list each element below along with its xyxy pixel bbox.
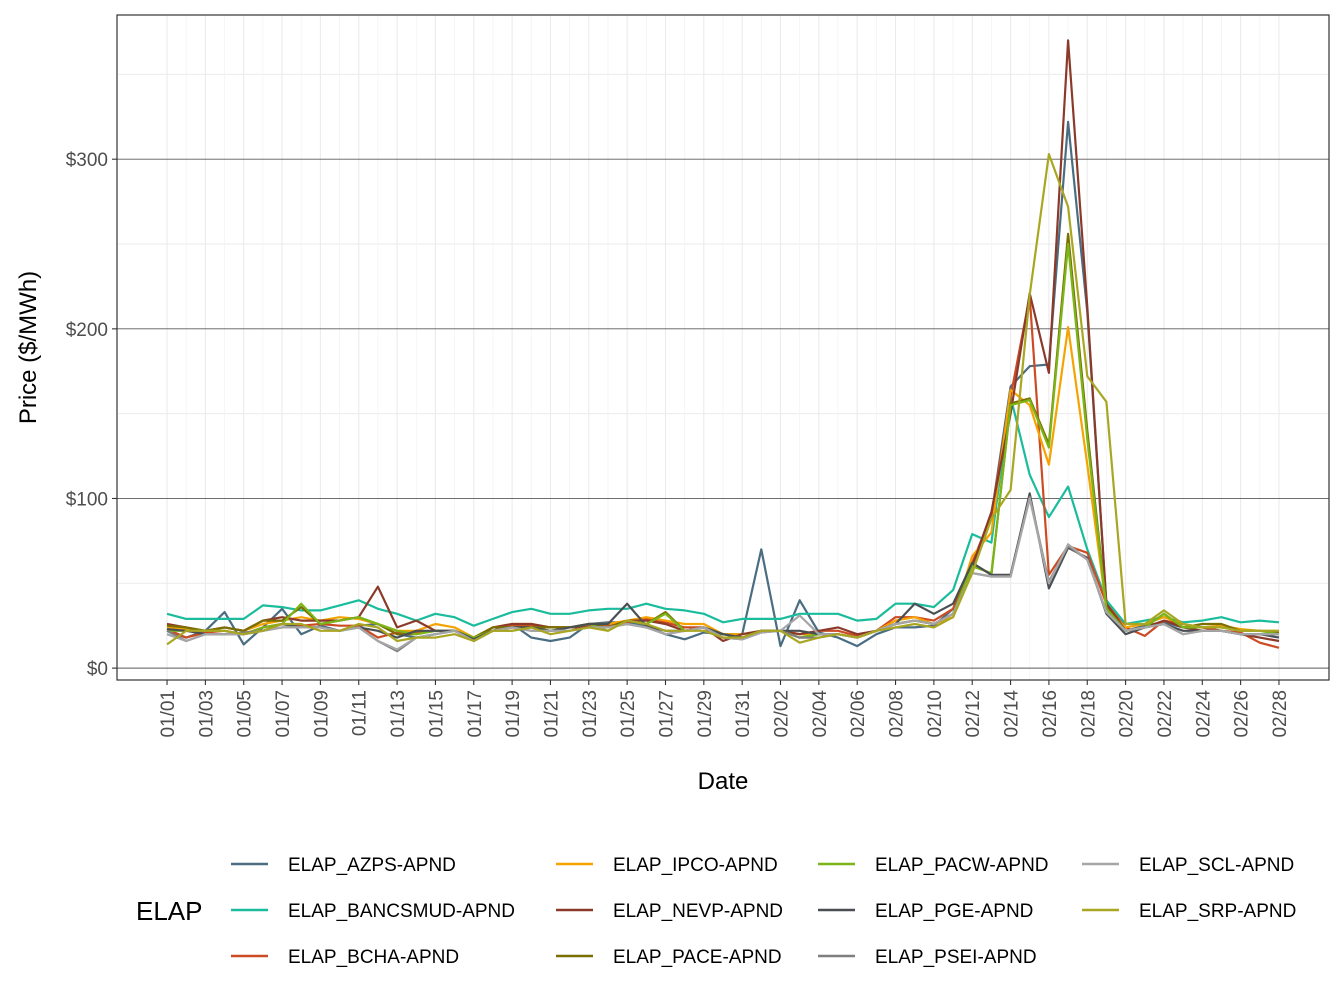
x-tick-label: 02/14 xyxy=(1002,690,1023,738)
x-tick-label: 02/04 xyxy=(810,690,831,738)
legend-label: ELAP_PACE-APND xyxy=(613,947,782,968)
legend-label: ELAP_SCL-APND xyxy=(1139,855,1294,876)
x-tick-label: 01/17 xyxy=(465,690,486,738)
x-tick-label: 02/02 xyxy=(772,690,793,738)
x-tick-label: 01/25 xyxy=(618,690,639,738)
y-tick-label: $300 xyxy=(66,150,108,171)
x-tick-label: 01/29 xyxy=(695,690,716,738)
legend-title: ELAP xyxy=(136,896,203,926)
x-tick-label: 01/31 xyxy=(733,690,754,738)
legend-label: ELAP_PGE-APND xyxy=(875,901,1033,922)
x-tick-label: 02/10 xyxy=(925,690,946,738)
legend-label: ELAP_SRP-APND xyxy=(1139,901,1296,922)
x-tick-label: 02/22 xyxy=(1155,690,1176,738)
legend-label: ELAP_BANCSMUD-APND xyxy=(288,901,515,922)
x-tick-label: 01/15 xyxy=(426,690,447,738)
x-tick-label: 02/18 xyxy=(1078,690,1099,738)
x-tick-label: 02/20 xyxy=(1117,690,1138,738)
x-tick-label: 02/12 xyxy=(963,690,984,738)
y-tick-label: $200 xyxy=(66,320,108,341)
axis-ticks xyxy=(112,158,1280,685)
x-tick-label: 01/01 xyxy=(158,690,179,738)
y-tick-label: $0 xyxy=(87,659,108,680)
x-tick-label: 02/28 xyxy=(1270,690,1291,738)
series-layer xyxy=(166,39,1280,653)
x-tick-label: 01/07 xyxy=(273,690,294,738)
x-tick-label: 01/21 xyxy=(541,690,562,738)
x-tick-label: 01/23 xyxy=(580,690,601,738)
y-tick-label: $100 xyxy=(66,489,108,510)
legend-label: ELAP_PSEI-APND xyxy=(875,947,1037,968)
x-tick-label: 01/11 xyxy=(350,690,371,736)
x-tick-label: 02/24 xyxy=(1193,690,1214,738)
legend-label: ELAP_NEVP-APND xyxy=(613,901,783,922)
y-axis-title: Price ($/MWh) xyxy=(15,271,42,424)
y-tick-labels: $0 $100 $200 $300 xyxy=(66,150,108,680)
x-axis-title: Date xyxy=(698,768,749,795)
x-tick-label: 02/26 xyxy=(1232,690,1253,738)
x-tick-label: 01/19 xyxy=(503,690,524,738)
series-line-elap-srp-apnd xyxy=(166,153,1279,646)
x-tick-label: 02/08 xyxy=(887,690,908,738)
x-tick-label: 01/27 xyxy=(656,690,677,738)
x-tick-label: 01/13 xyxy=(388,690,409,738)
x-tick-label: 02/06 xyxy=(848,690,869,738)
x-tick-label: 02/16 xyxy=(1040,690,1061,738)
legend-label: ELAP_IPCO-APND xyxy=(613,855,778,876)
grid-major xyxy=(117,158,1329,669)
legend: ELAP_AZPS-APND ELAP_BANCSMUD-APND ELAP_BCH… xyxy=(231,855,1296,968)
panel-border xyxy=(116,14,1330,681)
legend-label: ELAP_AZPS-APND xyxy=(288,855,456,876)
legend-label: ELAP_BCHA-APND xyxy=(288,947,459,968)
x-tick-label: 01/05 xyxy=(235,690,256,738)
series-line-elap-bancsmud-apnd xyxy=(166,395,1280,627)
x-tick-label: 01/03 xyxy=(196,690,217,738)
x-tick-label: 01/09 xyxy=(311,690,332,738)
legend-label: ELAP_PACW-APND xyxy=(875,855,1049,876)
x-tick-labels: 01/01 01/03 01/05 01/07 01/09 01/11 01/13 01/15… xyxy=(158,690,1291,738)
